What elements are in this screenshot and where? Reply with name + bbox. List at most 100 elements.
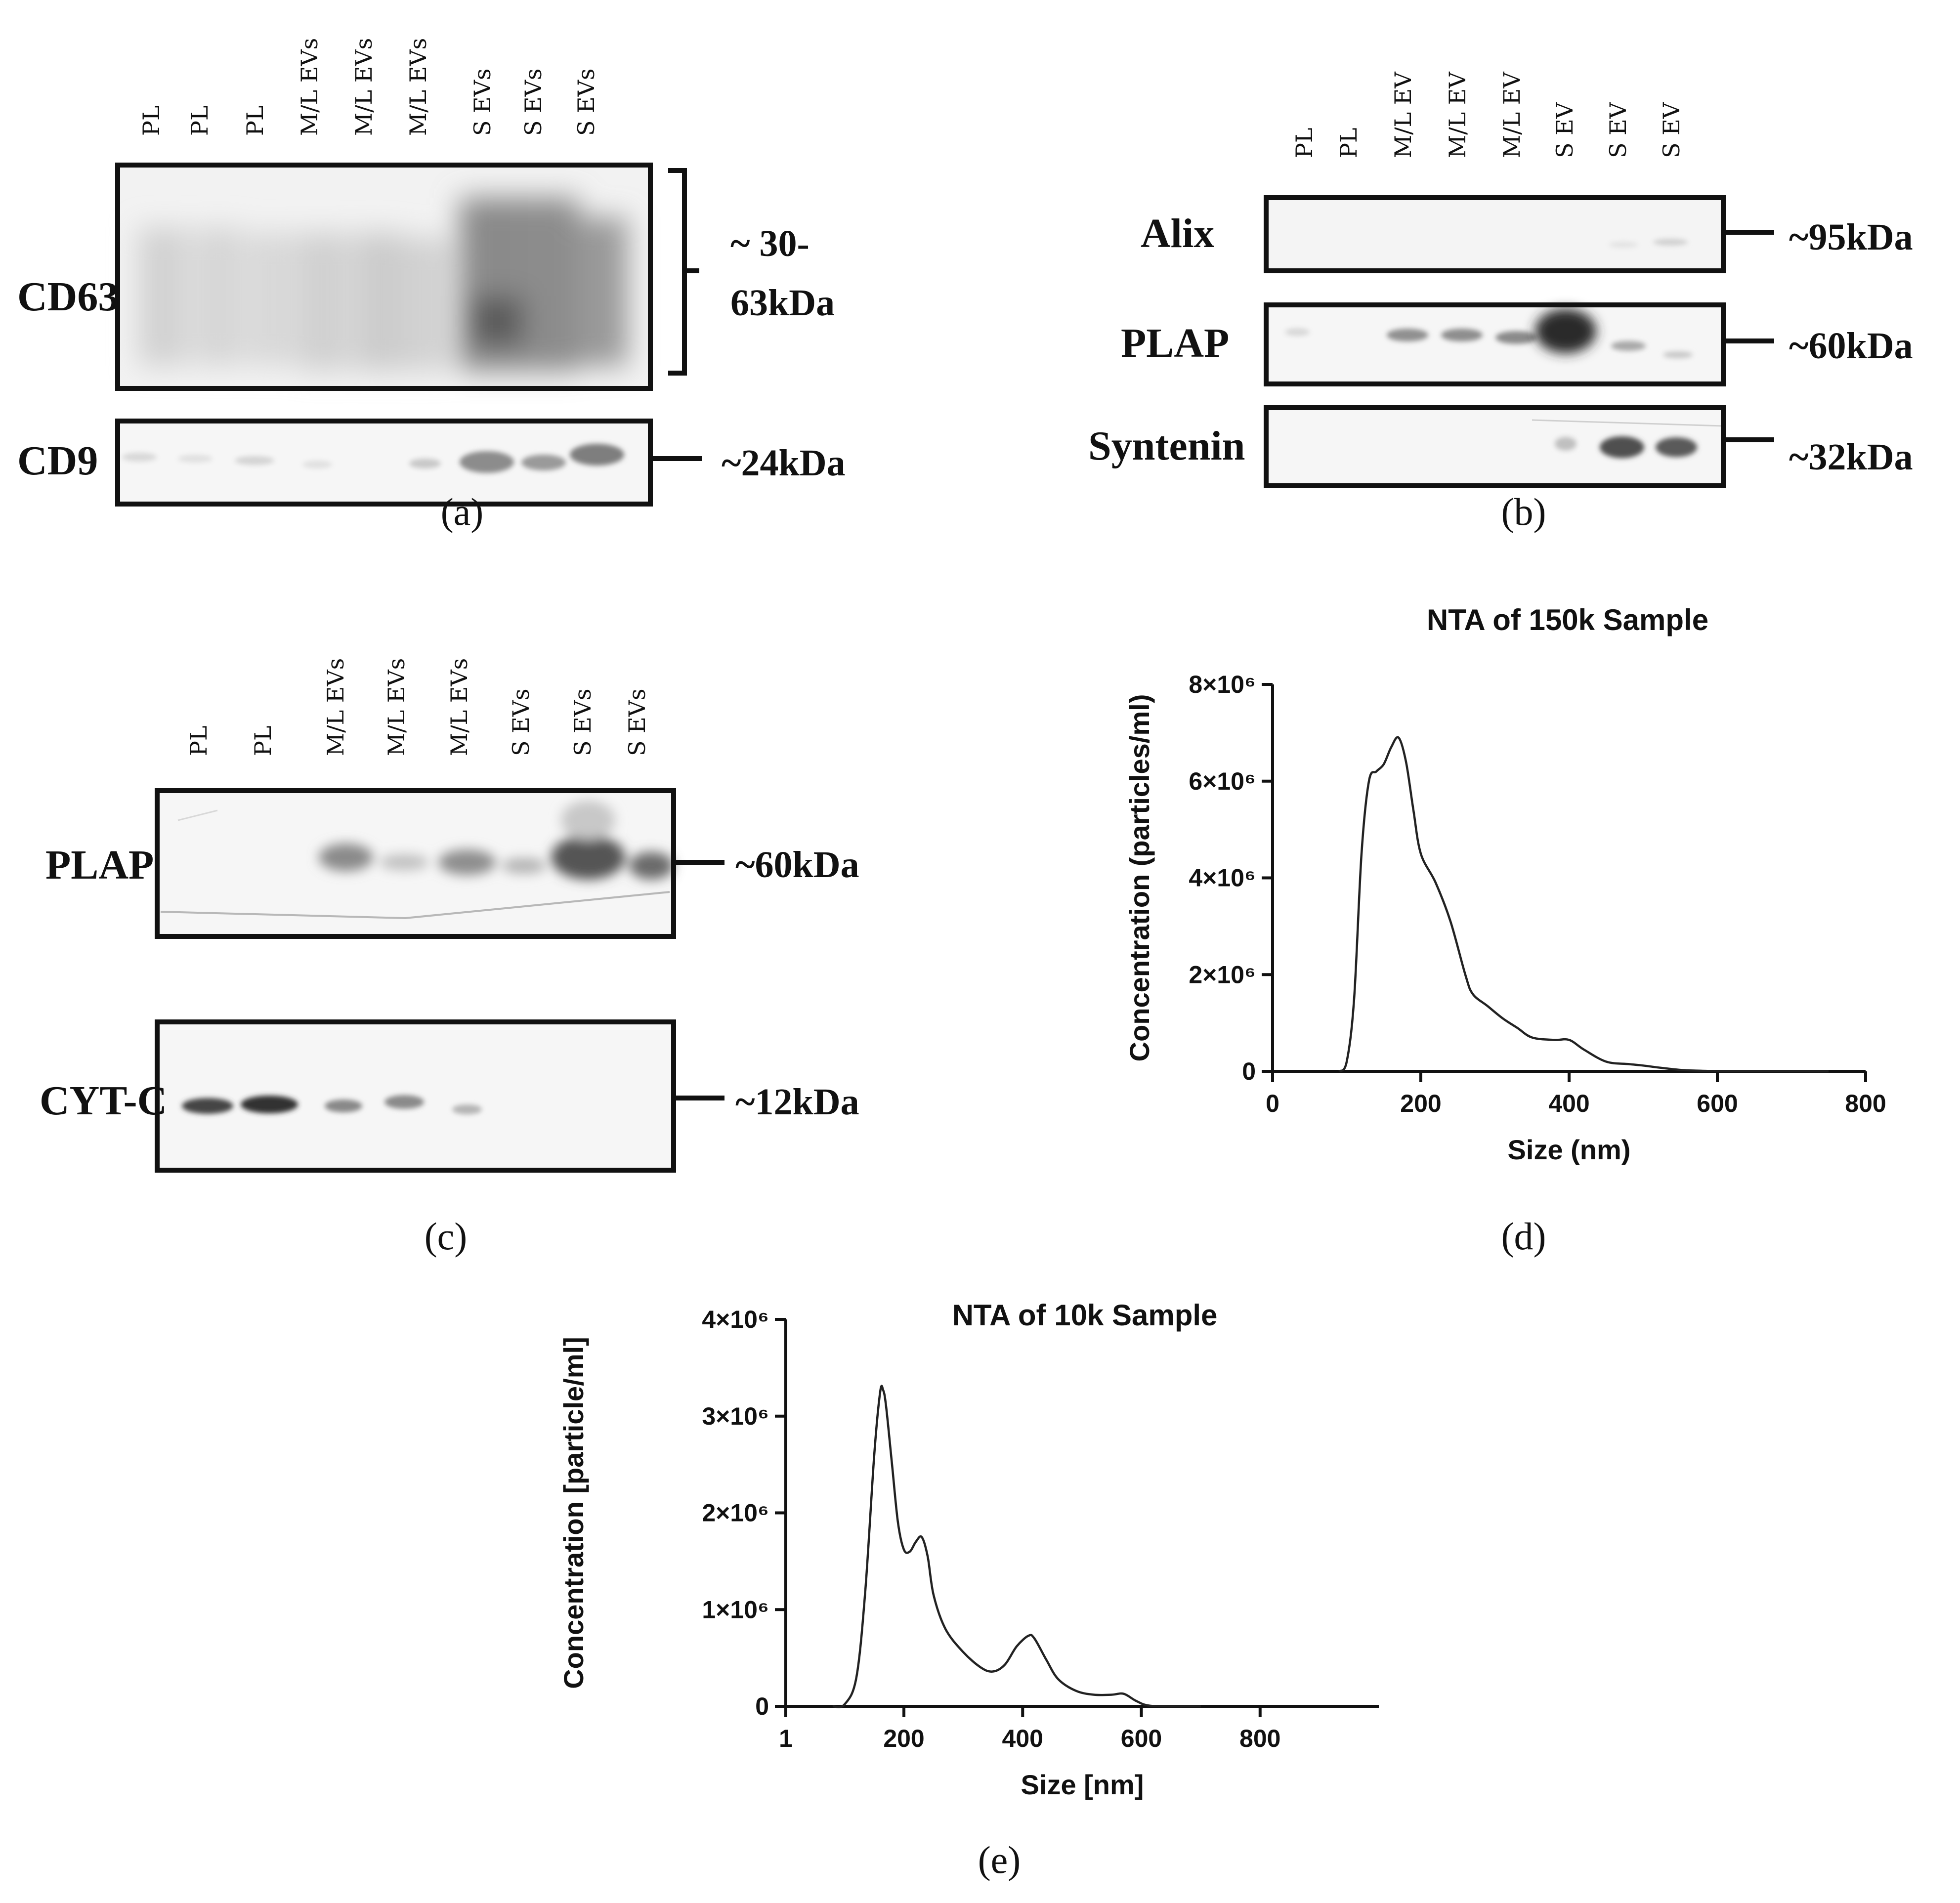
chart-title: NTA of 10k Sample xyxy=(952,1299,1218,1332)
mw-label: ~95kDa xyxy=(1789,216,1913,258)
blot-frame xyxy=(1264,302,1726,386)
blot-label: Syntenin xyxy=(1088,423,1245,469)
membrane-crease xyxy=(177,809,218,821)
lane-label: PL xyxy=(242,106,268,136)
blot-bands xyxy=(122,444,624,473)
x-tick-label: 200 xyxy=(883,1725,924,1752)
blot-label: CYT-C xyxy=(40,1078,167,1124)
mw-label: ~60kDa xyxy=(735,844,859,886)
blot-cd63: CD63 ~ 30- 63kDa xyxy=(17,163,835,391)
panel-a: PL PL PL M/L EVs M/L EVs M/L EVs S EVs S… xyxy=(17,38,846,533)
membrane-crease xyxy=(1532,419,1724,427)
lane-label: M/L EVs xyxy=(383,658,410,756)
panel-b-lane-labels: PL PL M/L EV M/L EV M/L EV S EV S EV S E… xyxy=(1291,72,1685,158)
blot-plap-c: PLAP ~60kDa xyxy=(45,788,859,939)
panel-c: PL PL M/L EVs M/L EVs M/L EVs S EVs S EV… xyxy=(40,658,859,1258)
panel-caption: (a) xyxy=(441,490,484,533)
blot-syntenin: Syntenin ~32kDa xyxy=(1088,405,1913,488)
y-tick-label: 1×10⁶ xyxy=(702,1596,769,1623)
lane-label: PL xyxy=(1335,128,1362,159)
blot-background xyxy=(1266,408,1723,486)
blot-cytc: CYT-C ~12kDa xyxy=(40,1019,859,1173)
panel-caption: (e) xyxy=(978,1838,1021,1881)
blot-bands xyxy=(138,198,628,371)
membrane-crease xyxy=(160,891,670,920)
chart-nta-150k: 0 2×10⁶ 4×10⁶ 6×10⁶ 8×10⁶ 0 200 400 600 800 NTA of… xyxy=(1124,603,1886,1165)
blot-plap-b: PLAP ~60kDa xyxy=(1121,302,1913,386)
data-series-line xyxy=(1338,736,1829,1073)
data-series-line xyxy=(832,1385,1201,1708)
x-tick-label: 400 xyxy=(1548,1090,1589,1117)
blot-label: Alix xyxy=(1141,211,1214,256)
mw-label: ~ 30- xyxy=(730,223,810,264)
panel-caption: (d) xyxy=(1501,1215,1546,1258)
blot-bands xyxy=(319,801,674,880)
lane-label: PL xyxy=(1291,128,1318,159)
mw-label: ~60kDa xyxy=(1789,325,1913,367)
blot-bands xyxy=(1555,436,1697,458)
y-tick-label: 2×10⁶ xyxy=(1189,961,1256,988)
blot-bands xyxy=(1609,239,1688,248)
x-tick-label: 800 xyxy=(1239,1725,1280,1752)
lane-label: PL xyxy=(186,106,213,136)
y-axis-label: Concentration [particle/ml] xyxy=(558,1337,589,1689)
chart-nta-10k: 0 1×10⁶ 2×10⁶ 3×10⁶ 4×10⁶ 1 200 400 600 800 NTA of… xyxy=(558,1299,1379,1800)
y-tick-label: 8×10⁶ xyxy=(1189,671,1256,698)
lane-label: M/L EVs xyxy=(446,658,472,756)
lane-label: S EVs xyxy=(508,688,534,756)
y-tick-label: 3×10⁶ xyxy=(702,1402,769,1430)
blot-label: PLAP xyxy=(1121,320,1229,366)
lane-label: PL xyxy=(138,106,165,136)
y-tick-label: 2×10⁶ xyxy=(702,1499,769,1527)
y-tick-label: 0 xyxy=(755,1692,769,1720)
panel-b: PL PL M/L EV M/L EV M/L EV S EV S EV S E… xyxy=(1088,72,1913,533)
lane-label: M/L EVs xyxy=(296,38,323,136)
lane-label: S EV xyxy=(1658,102,1685,158)
x-axis-label: Size (nm) xyxy=(1508,1134,1631,1165)
lane-label: M/L EVs xyxy=(405,38,431,136)
y-tick-label: 4×10⁶ xyxy=(1189,864,1256,892)
lane-label: M/L EVs xyxy=(322,658,349,756)
blot-bands xyxy=(1535,309,1596,353)
panel-c-lane-labels: PL PL M/L EVs M/L EVs M/L EVs S EVs S EV… xyxy=(185,658,650,756)
lane-label: PL xyxy=(185,726,212,757)
x-tick-label: 600 xyxy=(1697,1090,1738,1117)
panel-caption: (b) xyxy=(1501,490,1546,533)
x-tick-label: 400 xyxy=(1002,1725,1043,1752)
x-tick-label: 0 xyxy=(1266,1090,1279,1117)
blot-frame xyxy=(1264,405,1726,488)
lane-label: S EV xyxy=(1551,102,1578,158)
mw-label: 63kDa xyxy=(730,282,835,324)
blot-background xyxy=(1266,305,1723,384)
y-axis-label: Concentration (particles/ml) xyxy=(1124,694,1155,1062)
bracket xyxy=(668,168,699,376)
lane-label: M/L EV xyxy=(1390,72,1416,158)
blot-frame xyxy=(115,419,653,507)
blot-background xyxy=(157,1022,674,1170)
blot-bands xyxy=(182,1095,482,1114)
y-tick-label: 0 xyxy=(1242,1057,1256,1085)
lane-label: S EVs xyxy=(569,688,596,756)
blot-bands xyxy=(1285,328,1693,358)
blot-cd9: CD9 ~24kDa xyxy=(17,419,846,507)
x-tick-label: 800 xyxy=(1845,1090,1886,1117)
blot-background xyxy=(1266,198,1723,271)
lane-label: M/L EV xyxy=(1498,72,1525,158)
lane-label: S EVs xyxy=(469,68,496,136)
x-tick-label: 1 xyxy=(779,1725,793,1752)
x-tick-label: 600 xyxy=(1121,1725,1162,1752)
lane-label: S EV xyxy=(1605,102,1631,158)
panel-caption: (c) xyxy=(425,1215,468,1258)
mw-label: ~32kDa xyxy=(1789,436,1913,478)
lane-label: M/L EVs xyxy=(350,38,377,136)
blot-label: CD63 xyxy=(17,274,119,320)
lane-label: PL xyxy=(250,726,276,757)
blot-label: PLAP xyxy=(45,842,154,888)
y-tick-label: 4×10⁶ xyxy=(702,1306,769,1333)
mw-label: ~12kDa xyxy=(735,1081,859,1123)
y-tick-label: 6×10⁶ xyxy=(1189,767,1256,795)
lane-label: S EVs xyxy=(520,68,547,136)
blot-label: CD9 xyxy=(17,438,98,484)
blot-frame xyxy=(115,163,653,391)
